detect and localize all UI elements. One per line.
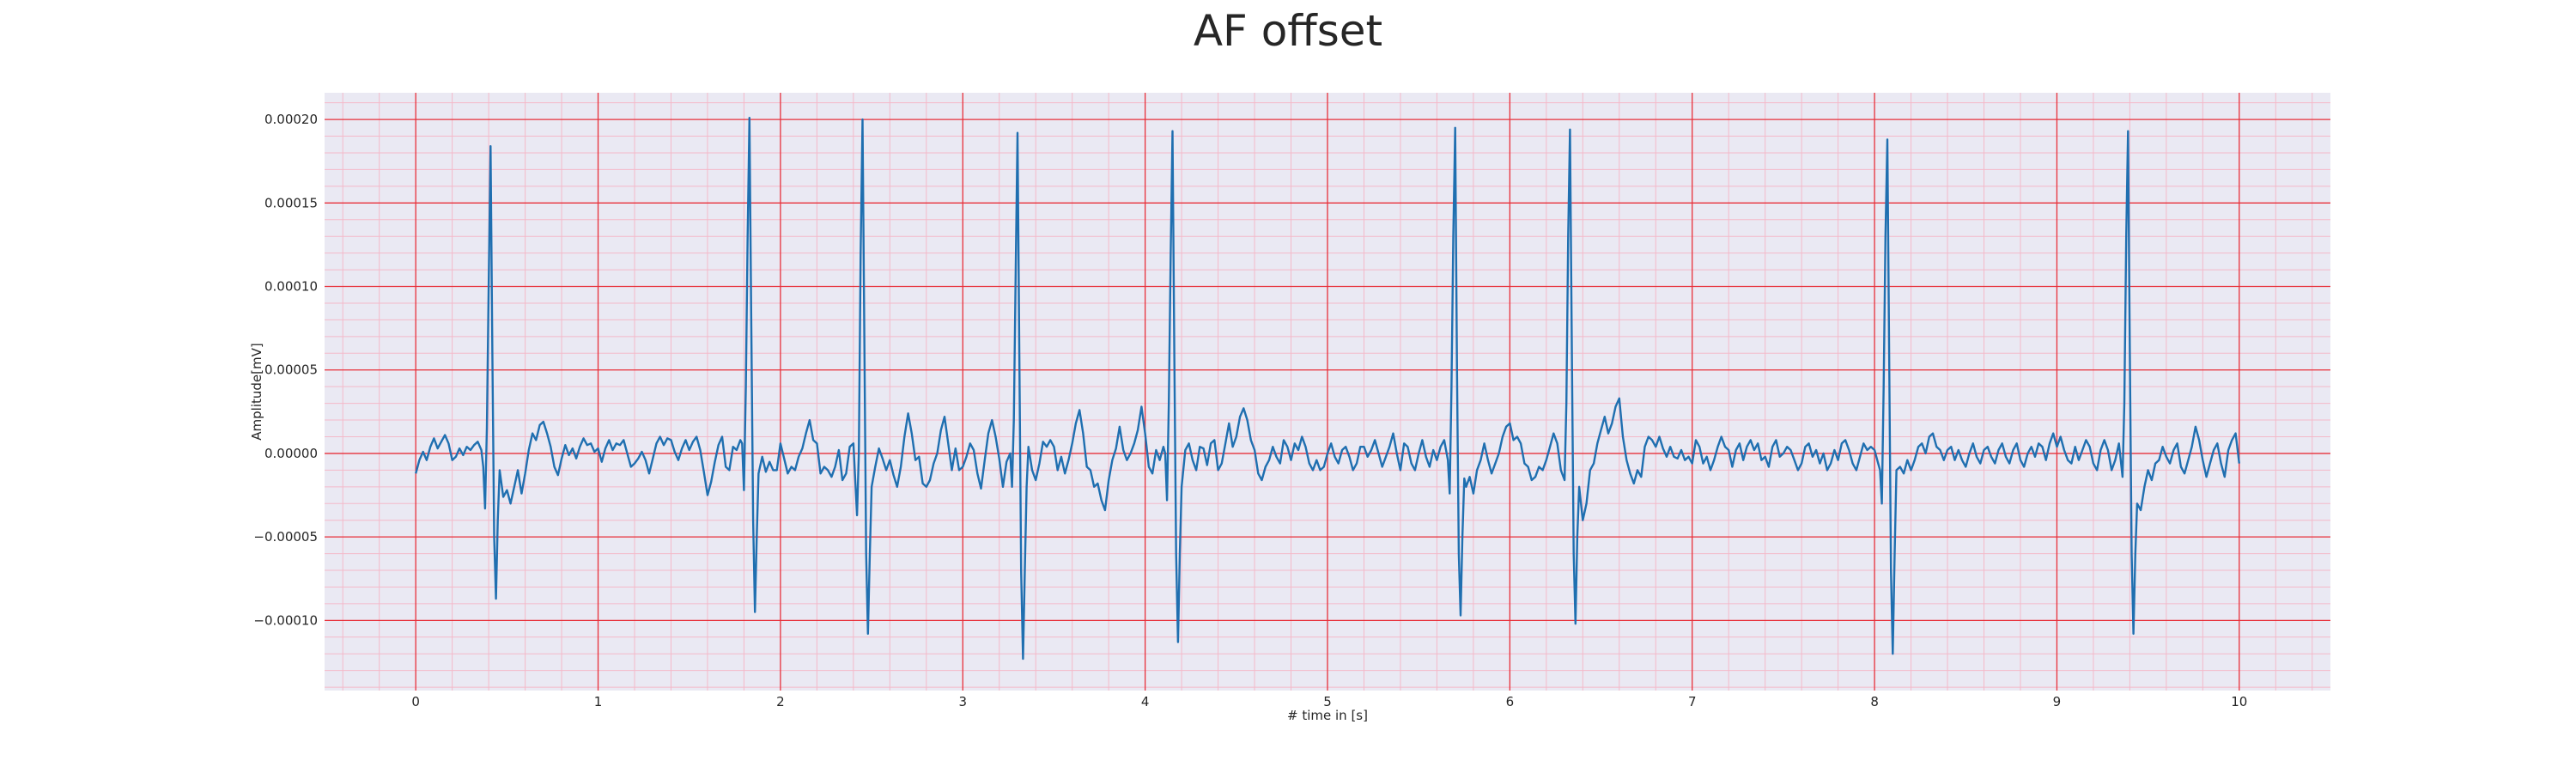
x-tick-label: 9 (2053, 694, 2062, 709)
x-axis-ticks: 0 1 2 3 4 5 6 7 8 9 10 (411, 694, 2247, 709)
x-tick-label: 5 (1323, 694, 1332, 709)
x-axis-label: # time in [s] (1287, 708, 1368, 723)
y-tick-label: 0.00015 (264, 195, 318, 210)
series-line (415, 117, 2240, 660)
x-tick-label: 4 (1141, 694, 1150, 709)
x-tick-label: 2 (776, 694, 785, 709)
x-tick-label: 7 (1688, 694, 1697, 709)
x-tick-label: 10 (2231, 694, 2247, 709)
major-grid (325, 93, 2330, 691)
y-tick-label: 0.00000 (264, 446, 318, 461)
y-tick-label: −0.00005 (253, 529, 318, 545)
x-tick-label: 1 (594, 694, 603, 709)
y-tick-label: −0.00010 (253, 612, 318, 628)
x-tick-label: 6 (1506, 694, 1515, 709)
x-tick-label: 8 (1870, 694, 1879, 709)
x-tick-label: 3 (958, 694, 967, 709)
chart-title: AF offset (1194, 6, 1382, 56)
y-tick-label: 0.00010 (264, 279, 318, 295)
y-axis-label: Amplitude[mV] (249, 343, 264, 440)
y-tick-label: 0.00005 (264, 362, 318, 378)
y-axis-ticks: −0.00010 −0.00005 0.00000 0.00005 0.00010 0.0… (253, 112, 318, 628)
x-tick-label: 0 (411, 694, 420, 709)
y-tick-label: 0.00020 (264, 112, 318, 127)
